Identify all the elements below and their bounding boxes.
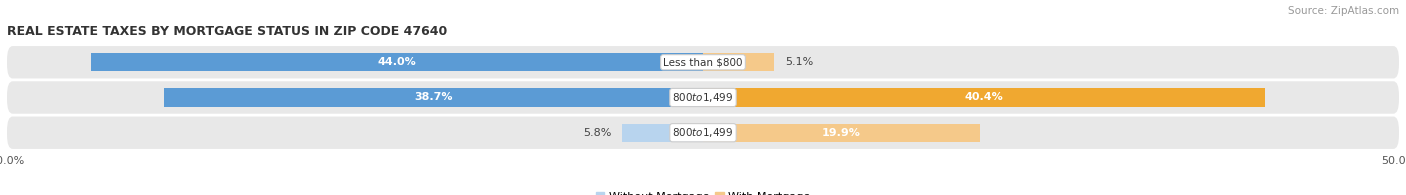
Legend: Without Mortgage, With Mortgage: Without Mortgage, With Mortgage — [591, 188, 815, 195]
Text: $800 to $1,499: $800 to $1,499 — [672, 91, 734, 104]
Text: 44.0%: 44.0% — [377, 57, 416, 67]
FancyBboxPatch shape — [7, 46, 1399, 78]
Text: 40.4%: 40.4% — [965, 92, 1004, 103]
FancyBboxPatch shape — [7, 117, 1399, 149]
Bar — [703, 88, 1265, 107]
Text: $800 to $1,499: $800 to $1,499 — [672, 126, 734, 139]
Text: Less than $800: Less than $800 — [664, 57, 742, 67]
Text: Source: ZipAtlas.com: Source: ZipAtlas.com — [1288, 6, 1399, 16]
Bar — [623, 124, 703, 142]
Text: 19.9%: 19.9% — [823, 128, 860, 138]
Bar — [703, 53, 773, 71]
Bar — [165, 88, 703, 107]
Text: 5.8%: 5.8% — [582, 128, 612, 138]
Text: 38.7%: 38.7% — [415, 92, 453, 103]
Bar — [703, 124, 980, 142]
FancyBboxPatch shape — [7, 81, 1399, 114]
Text: 5.1%: 5.1% — [785, 57, 814, 67]
Text: REAL ESTATE TAXES BY MORTGAGE STATUS IN ZIP CODE 47640: REAL ESTATE TAXES BY MORTGAGE STATUS IN … — [7, 25, 447, 38]
Bar — [90, 53, 703, 71]
